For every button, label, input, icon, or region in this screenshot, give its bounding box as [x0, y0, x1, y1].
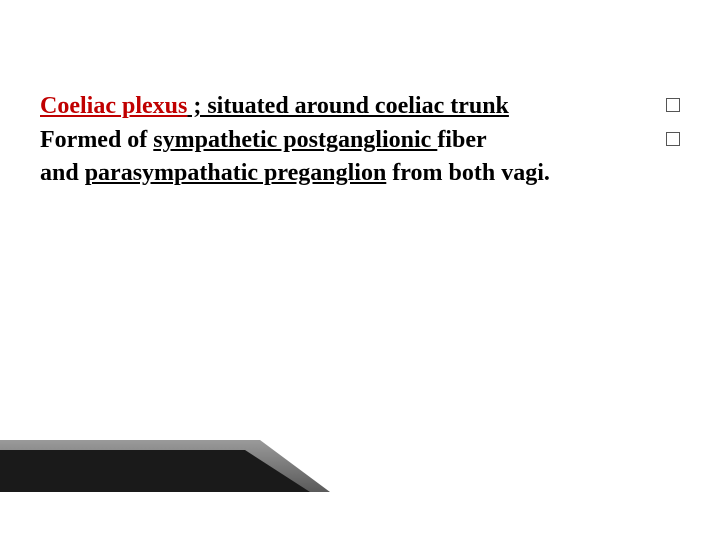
bullet-square-icon [666, 132, 680, 146]
slide-content: Coeliac plexus ; situated around coeliac… [40, 90, 680, 189]
bullet-square-icon [666, 98, 680, 112]
slide: Coeliac plexus ; situated around coeliac… [0, 0, 720, 540]
line2-part3-prefix: and [40, 160, 85, 186]
bullet-line-1: Coeliac plexus ; situated around coeliac… [40, 90, 680, 122]
term-coeliac-plexus: Coeliac plexus [40, 93, 187, 119]
line1-rest: ; situated around coeliac trunk [187, 93, 509, 119]
line2-text: Formed of sympathetic postganglionic fib… [40, 124, 656, 189]
line2-part2: fiber [437, 127, 486, 153]
bullet-line-2: Formed of sympathetic postganglionic fib… [40, 124, 680, 189]
line2-part1: Formed of [40, 127, 153, 153]
line2-part3-suffix: from both vagi. [386, 160, 550, 186]
emph-sympathetic: sympathetic postganglionic [153, 127, 437, 153]
slide-decoration [0, 440, 330, 492]
line1-text: Coeliac plexus ; situated around coeliac… [40, 90, 656, 122]
emph-parasympathatic: parasympathatic preganglion [85, 160, 387, 186]
